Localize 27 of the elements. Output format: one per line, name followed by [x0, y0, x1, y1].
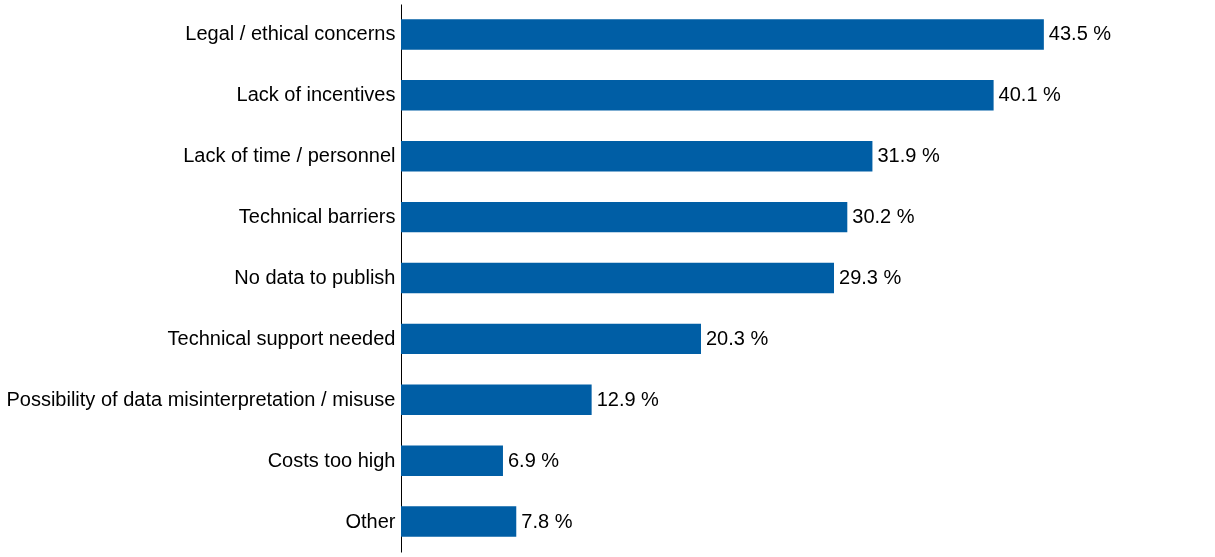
y-tick-label: No data to publish	[234, 266, 396, 288]
bar	[401, 141, 873, 172]
bar	[401, 201, 848, 233]
bar	[401, 506, 517, 537]
y-tick-label: Lack of time / personnel	[183, 144, 396, 167]
data-label: 30.2 %	[852, 205, 915, 228]
data-label: 6.9 %	[507, 448, 560, 471]
data-label: 20.3 %	[706, 326, 769, 349]
y-tick-label: Other	[345, 509, 396, 532]
data-label: 29.3 %	[839, 266, 902, 288]
y-tick-label: Technical support needed	[167, 326, 396, 349]
y-tick-label: Possibility of data misinterpretation / misuse	[6, 387, 396, 410]
bar	[401, 445, 503, 476]
bar	[401, 80, 994, 111]
bar	[401, 262, 834, 294]
bar	[401, 323, 701, 355]
y-tick-label: Legal / ethical concerns	[185, 22, 396, 45]
y-tick-label: Technical barriers	[238, 205, 396, 228]
data-label: 7.8 %	[521, 509, 573, 532]
y-tick-label: Costs too high	[267, 448, 396, 471]
data-label: 12.9 %	[596, 387, 660, 410]
bar	[401, 384, 592, 415]
data-label: 43.5 %	[1048, 22, 1112, 45]
y-tick-label: Lack of incentives	[236, 83, 396, 106]
bar	[401, 19, 1044, 50]
data-label: 31.9 %	[877, 144, 940, 167]
data-label: 40.1 %	[998, 83, 1062, 106]
